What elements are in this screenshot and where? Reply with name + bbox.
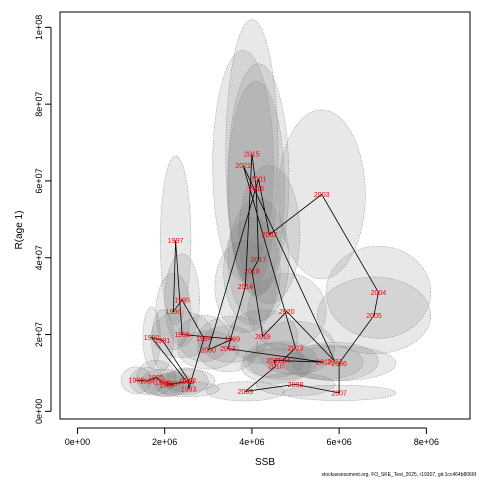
x-axis: 0e+00 2e+06 4e+06 6e+06 8e+06 (65, 427, 439, 447)
ellipse-1997 (160, 155, 192, 326)
year-label-1997: 1997 (168, 238, 184, 245)
year-label-2015: 2015 (244, 152, 260, 159)
trajectory-line (136, 154, 379, 394)
year-label-2002: 2002 (262, 232, 278, 239)
year-label-2014: 2014 (238, 284, 254, 291)
year-label-1992: 1992 (181, 378, 197, 385)
year-label-2005: 2005 (366, 313, 382, 320)
year-label-2013: 2013 (220, 346, 236, 353)
y-tick-label: 1e+08 (34, 15, 44, 40)
x-tick-label: 0e+00 (65, 437, 90, 447)
y-tick-label: 2e+07 (34, 322, 44, 347)
year-label-2020: 2020 (279, 309, 295, 316)
year-label-2022: 2022 (235, 163, 251, 170)
year-label-1989: 1989 (179, 379, 195, 386)
year-label-2021: 2021 (327, 359, 343, 366)
x-tick-label: 6e+06 (327, 437, 352, 447)
year-label-2024: 2024 (275, 358, 291, 365)
y-axis: 0e+00 2e+07 4e+07 6e+07 8e+07 1e+08 (34, 15, 52, 424)
year-label-2019: 2019 (255, 334, 271, 341)
y-tick-label: 4e+07 (34, 245, 44, 270)
footer-credit: stockassessment.org, FO_SKE_Test_2025, r… (321, 472, 476, 478)
ellipse-1988 (146, 373, 187, 398)
plot-frame (59, 11, 471, 420)
year-label-2016: 2016 (248, 186, 264, 193)
year-label-2000: 2000 (201, 347, 217, 354)
year-label-1995: 1995 (174, 297, 190, 304)
year-label-1996: 1996 (166, 309, 182, 316)
year-label-1994: 1994 (196, 336, 212, 343)
year-label-2009: 2009 (238, 389, 254, 396)
y-tick-label: 8e+07 (34, 92, 44, 117)
year-label-2011: 2011 (266, 358, 281, 365)
year-label-2010: 2010 (268, 364, 284, 371)
year-label-1984: 1984 (139, 378, 155, 385)
year-label-1999: 1999 (224, 337, 240, 344)
year-label-2018: 2018 (244, 269, 260, 276)
year-label-1985: 1985 (148, 375, 164, 382)
stock-recruit-path (136, 154, 379, 394)
year-label-2007: 2007 (331, 390, 347, 397)
year-label-2003: 2003 (314, 192, 330, 199)
year-label-1990: 1990 (144, 335, 160, 342)
year-label-1987: 1987 (166, 381, 182, 388)
year-label-1983: 1983 (129, 378, 145, 385)
y-tick-label: 0e+00 (34, 399, 44, 424)
year-label-2001: 2001 (251, 177, 267, 184)
x-tick-label: 8e+06 (414, 437, 439, 447)
year-label-2006: 2006 (331, 361, 347, 368)
year-label-1998: 1998 (174, 332, 190, 339)
y-tick-label: 6e+07 (34, 168, 44, 193)
year-label-2008: 2008 (288, 382, 304, 389)
year-label-1993: 1993 (181, 387, 197, 394)
year-label-2012: 2012 (316, 360, 332, 367)
x-axis-title: SSB (255, 457, 275, 468)
year-label-2017: 2017 (251, 257, 267, 264)
year-label-1991: 1991 (155, 338, 171, 345)
y-axis-title: R(age 1) (14, 211, 25, 250)
year-label-1988: 1988 (159, 383, 175, 390)
x-tick-label: 2e+06 (152, 437, 177, 447)
year-label-1986: 1986 (155, 380, 171, 387)
year-label-2004: 2004 (371, 290, 387, 297)
year-label-2023: 2023 (288, 345, 304, 352)
x-tick-label: 4e+06 (239, 437, 264, 447)
